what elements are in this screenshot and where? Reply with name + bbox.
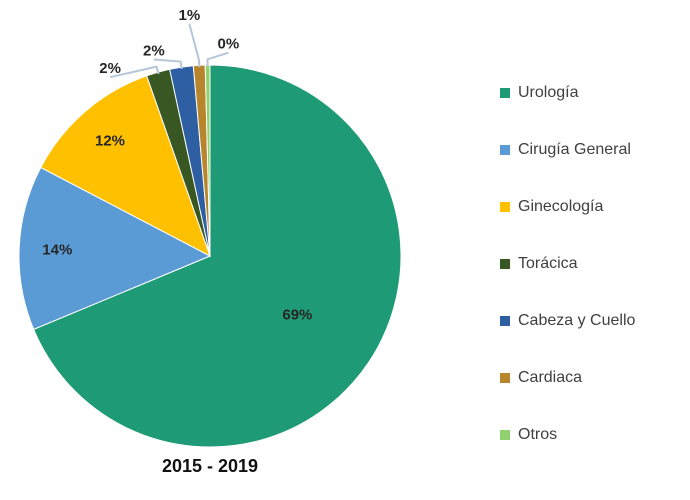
- legend-item-cirugia-general: Cirugía General: [500, 121, 685, 178]
- legend-item-ginecologia: Ginecología: [500, 178, 685, 235]
- chart-title: 2015 - 2019: [161, 456, 259, 476]
- slice-label-cabeza-y-cuello: 2%: [143, 43, 165, 60]
- legend-swatch-cardiaca: [500, 372, 510, 383]
- slice-label-urologia: 69%: [282, 306, 312, 323]
- slice-label-cirugia-general: 14%: [42, 241, 72, 258]
- legend-label-cirugia-general: Cirugía General: [518, 140, 631, 158]
- legend-item-toracica: Torácica: [500, 235, 685, 292]
- legend-label-cabeza-y-cuello: Cabeza y Cuello: [518, 311, 636, 329]
- legend-swatch-otros: [500, 429, 510, 440]
- legend-label-ginecologia: Ginecología: [518, 197, 604, 215]
- legend-swatch-cirugia-general: [500, 144, 510, 155]
- legend-swatch-toracica: [500, 258, 510, 269]
- legend-label-toracica: Torácica: [518, 254, 578, 272]
- legend-swatch-ginecologia: [500, 201, 510, 212]
- legend-label-cardiaca: Cardiaca: [518, 368, 583, 386]
- legend-swatch-cabeza-y-cuello: [500, 315, 510, 326]
- leader-line-otros: [206, 51, 229, 67]
- pie-slice-ginecologia: [40, 75, 211, 258]
- legend-label-otros: Otros: [518, 425, 558, 443]
- legend-item-otros: Otros: [500, 406, 685, 463]
- legend-swatch-urologia: [500, 87, 510, 98]
- legend-item-urologia: Urología: [500, 64, 685, 121]
- slice-label-toracica: 2%: [99, 60, 121, 77]
- legend-item-cardiaca: Cardiaca: [500, 349, 685, 406]
- pie-slice-cirugia-general: [18, 166, 212, 331]
- legend: Urología Cirugía General Ginecología Tor…: [500, 64, 685, 463]
- slice-label-cardiaca: 1%: [179, 7, 201, 24]
- legend-item-cabeza-y-cuello: Cabeza y Cuello: [500, 292, 685, 349]
- pie-slice-urologia: [32, 64, 402, 448]
- pie-chart: 69% 14% 12% 2% 2% 1% 0%: [18, 7, 402, 448]
- leader-line-toracica: [109, 65, 160, 79]
- slice-label-otros: 0%: [218, 36, 240, 53]
- legend-label-urologia: Urología: [518, 83, 579, 101]
- leader-line-cabeza-y-cuello: [153, 58, 183, 70]
- slice-label-ginecologia: 12%: [95, 133, 125, 150]
- leader-line-cardiaca: [188, 23, 201, 68]
